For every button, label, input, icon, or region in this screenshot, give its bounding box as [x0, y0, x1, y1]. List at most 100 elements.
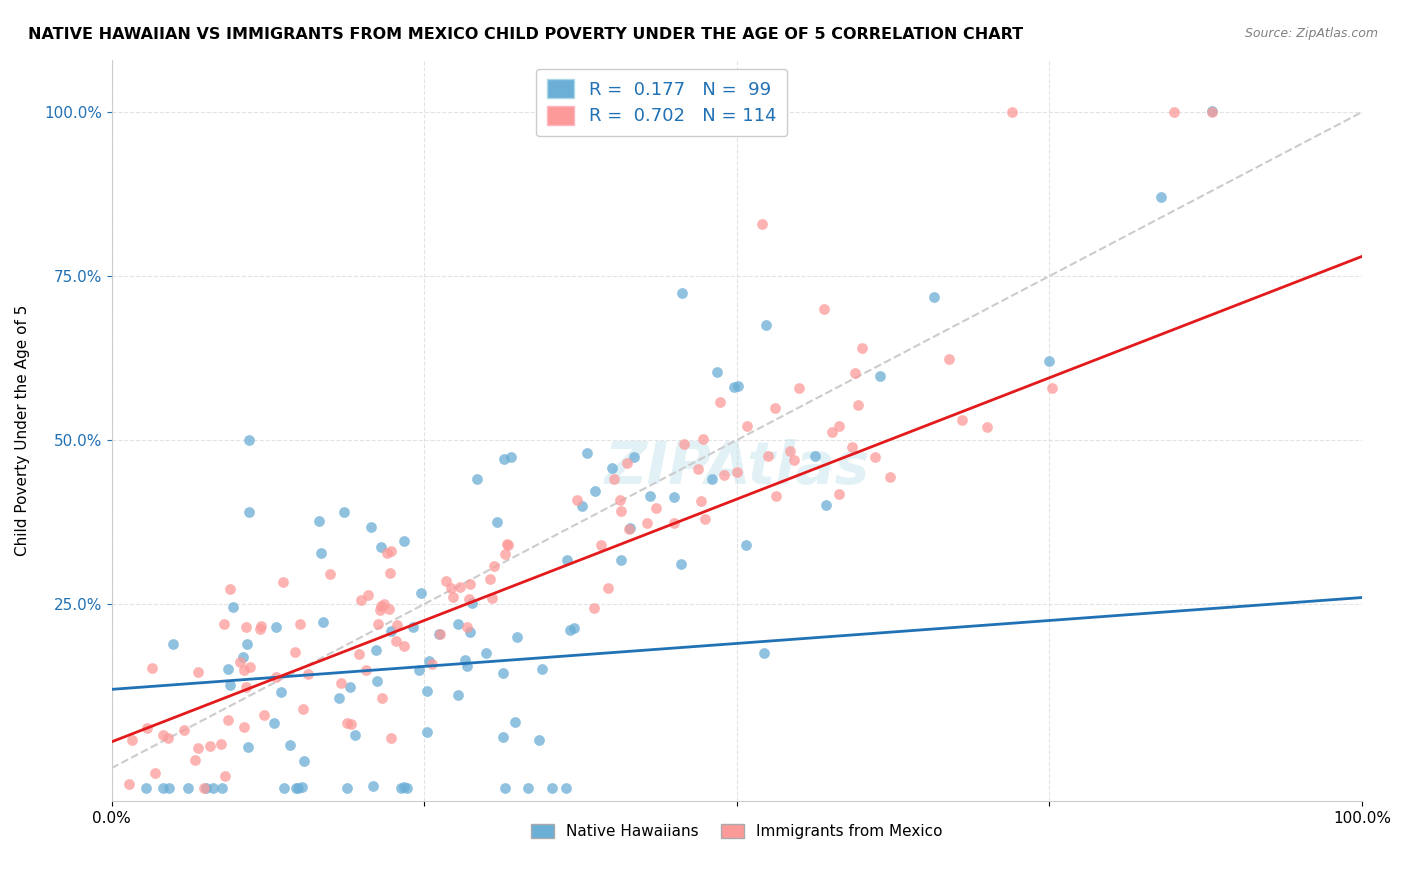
Point: [827, 419, 849, 434]
Point: [380, 566, 402, 581]
Point: [278, 739, 301, 753]
Point: [287, 780, 309, 795]
Point: [349, 647, 371, 661]
Point: [458, 592, 481, 607]
Point: [813, 301, 835, 316]
Point: [308, 514, 330, 528]
Point: [562, 621, 585, 635]
Point: [329, 675, 352, 690]
Point: [238, 433, 260, 447]
Point: [673, 437, 696, 451]
Point: [491, 665, 513, 680]
Point: [235, 620, 257, 634]
Point: [671, 558, 693, 572]
Point: [408, 663, 430, 677]
Point: [157, 780, 180, 795]
Point: [529, 732, 551, 747]
Point: [434, 574, 457, 588]
Point: [217, 662, 239, 676]
Point: [343, 728, 366, 742]
Point: [496, 537, 519, 551]
Point: [571, 499, 593, 513]
Point: [152, 728, 174, 742]
Point: [517, 780, 540, 795]
Point: [364, 643, 387, 657]
Point: [575, 446, 598, 460]
Point: [492, 731, 515, 745]
Point: [152, 780, 174, 795]
Point: [373, 597, 395, 611]
Point: [848, 398, 870, 412]
Point: [479, 572, 502, 586]
Point: [187, 665, 209, 679]
Point: [713, 468, 735, 483]
Point: [395, 780, 418, 795]
Point: [370, 540, 392, 554]
Point: [765, 489, 787, 503]
Point: [319, 567, 342, 582]
Point: [233, 664, 256, 678]
Point: [214, 769, 236, 783]
Point: [336, 780, 359, 795]
Point: [700, 472, 723, 486]
Point: [377, 601, 399, 615]
Point: [418, 654, 440, 668]
Point: [340, 717, 363, 731]
Point: [292, 755, 315, 769]
Point: [270, 685, 292, 699]
Point: [486, 515, 509, 529]
Point: [603, 473, 626, 487]
Point: [219, 678, 242, 692]
Point: [1001, 105, 1024, 120]
Point: [541, 780, 564, 795]
Point: [368, 603, 391, 617]
Point: [117, 777, 139, 791]
Point: [187, 740, 209, 755]
Point: [193, 780, 215, 795]
Point: [555, 553, 578, 567]
Point: [394, 639, 416, 653]
Point: [427, 627, 450, 641]
Point: [447, 616, 470, 631]
Point: [285, 780, 308, 795]
Point: [454, 652, 477, 666]
Point: [693, 512, 716, 526]
Point: [309, 547, 332, 561]
Point: [779, 443, 801, 458]
Point: [494, 547, 516, 561]
Point: [506, 631, 529, 645]
Point: [271, 575, 294, 590]
Point: [235, 680, 257, 694]
Point: [177, 780, 200, 795]
Point: [450, 580, 472, 594]
Point: [814, 498, 837, 512]
Point: [482, 558, 505, 573]
Point: [232, 649, 254, 664]
Point: [756, 450, 779, 464]
Point: [201, 780, 224, 795]
Point: [723, 380, 745, 394]
Legend: Native Hawaiians, Immigrants from Mexico: Native Hawaiians, Immigrants from Mexico: [524, 818, 949, 845]
Point: [446, 688, 468, 702]
Point: [392, 534, 415, 549]
Point: [851, 341, 873, 355]
Point: [401, 620, 423, 634]
Point: [496, 537, 519, 551]
Point: [662, 490, 685, 504]
Point: [249, 622, 271, 636]
Point: [727, 378, 749, 392]
Point: [209, 737, 232, 751]
Point: [467, 472, 489, 486]
Point: [141, 661, 163, 675]
Point: [789, 381, 811, 395]
Point: [420, 657, 443, 672]
Point: [441, 590, 464, 604]
Point: [636, 516, 658, 530]
Point: [664, 516, 686, 530]
Point: [288, 617, 311, 632]
Point: [976, 420, 998, 434]
Point: [863, 450, 886, 464]
Point: [354, 663, 377, 677]
Point: [411, 586, 433, 600]
Point: [821, 425, 844, 439]
